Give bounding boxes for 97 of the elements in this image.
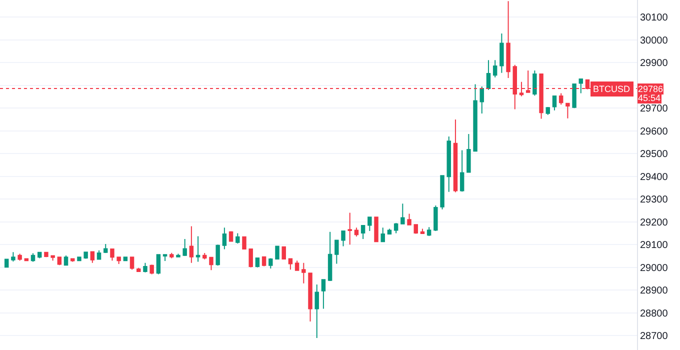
candlestick <box>492 60 498 78</box>
y-tick-label: 30000 <box>640 35 668 46</box>
candlestick <box>420 228 425 234</box>
candlestick <box>189 226 194 264</box>
candlestick <box>558 92 564 106</box>
candlestick <box>242 236 246 250</box>
candlestick <box>328 231 332 282</box>
candlestick <box>440 174 444 210</box>
candlestick <box>236 232 240 244</box>
candlestick <box>262 256 266 267</box>
candlestick <box>486 60 491 90</box>
candlestick <box>248 248 253 268</box>
candlestick <box>30 252 36 262</box>
candlestick <box>426 226 432 236</box>
candlestick <box>150 264 154 275</box>
candlestick <box>84 251 88 260</box>
y-tick-label: 28900 <box>640 286 668 297</box>
candlestick <box>143 262 148 273</box>
y-tick-label: 29100 <box>640 240 668 252</box>
candlestick <box>380 227 385 242</box>
candlestick <box>566 102 570 119</box>
candlestick <box>96 250 102 260</box>
candlestick <box>302 262 306 284</box>
candlestick <box>348 212 352 246</box>
candlestick <box>116 256 121 264</box>
candlestick <box>255 257 260 268</box>
y-tick-label: 30100 <box>640 12 668 24</box>
candlestick <box>360 224 366 240</box>
candlestick <box>50 255 55 262</box>
y-tick-label: 28800 <box>640 308 668 320</box>
text: 29786 <box>638 84 664 94</box>
candlestick <box>500 32 504 74</box>
candlestick <box>209 256 214 271</box>
candlestick <box>64 255 68 266</box>
candlestick <box>268 258 273 270</box>
y-tick-label: 29200 <box>640 217 668 228</box>
y-tick-label: 29400 <box>640 172 668 183</box>
candlestick <box>446 136 451 192</box>
candlestick <box>407 213 412 226</box>
candlestick <box>341 230 346 247</box>
candlestick <box>222 227 227 250</box>
candlestick <box>182 238 187 257</box>
candlestick <box>460 150 464 192</box>
candlestick <box>57 256 62 266</box>
candlestick <box>18 253 22 262</box>
y-tick-label: 29700 <box>640 104 668 115</box>
candlestick <box>572 83 576 109</box>
candlestick <box>578 78 584 94</box>
candlestick <box>294 260 300 272</box>
candlestick <box>90 250 95 264</box>
candlestick <box>308 272 312 322</box>
candlestick <box>466 134 471 173</box>
candlestick <box>400 203 405 225</box>
candlestick <box>552 95 557 111</box>
candlestick <box>282 246 286 260</box>
candlestick <box>473 84 478 152</box>
candlestick <box>77 256 82 262</box>
candlestick <box>275 245 280 260</box>
candlestick <box>334 239 339 264</box>
candlestick <box>480 86 484 114</box>
y-tick-label: 29300 <box>640 194 668 206</box>
y-tick-label: 29000 <box>640 262 668 274</box>
candlestick <box>4 258 9 268</box>
candlestick <box>368 216 372 232</box>
ref-line-label: BTCUSD <box>593 84 630 94</box>
candlestick <box>123 256 128 262</box>
y-tick-label: 29900 <box>640 58 668 70</box>
y-tick-label: 28700 <box>640 331 668 342</box>
candlestick <box>202 252 207 260</box>
candlestick <box>434 204 438 232</box>
candlestick <box>321 278 326 310</box>
candlestick <box>546 106 550 116</box>
candlestick <box>44 252 48 258</box>
candlestick <box>170 252 174 259</box>
candlestick <box>414 224 418 234</box>
candlestick <box>506 0 510 79</box>
candlestick <box>156 254 161 275</box>
candlestick <box>374 216 378 242</box>
candlestick <box>387 228 392 235</box>
candlestick <box>11 252 16 262</box>
y-tick-label: 29500 <box>640 149 668 160</box>
candlestick <box>394 222 398 234</box>
candlestick <box>162 254 168 262</box>
candlestick <box>354 227 359 237</box>
candlestick <box>532 70 537 96</box>
candlestick <box>110 248 114 262</box>
candlestick <box>288 258 293 270</box>
candlestick <box>314 284 319 338</box>
candlestick <box>228 230 234 242</box>
candlestick <box>176 253 180 258</box>
y-tick-label: 29600 <box>640 126 668 138</box>
candlestick <box>104 243 108 254</box>
candlestick <box>130 256 134 270</box>
text: 45:54 <box>638 93 661 103</box>
candlestick <box>216 244 220 266</box>
candlestick <box>196 236 200 262</box>
candlestick <box>453 118 458 193</box>
